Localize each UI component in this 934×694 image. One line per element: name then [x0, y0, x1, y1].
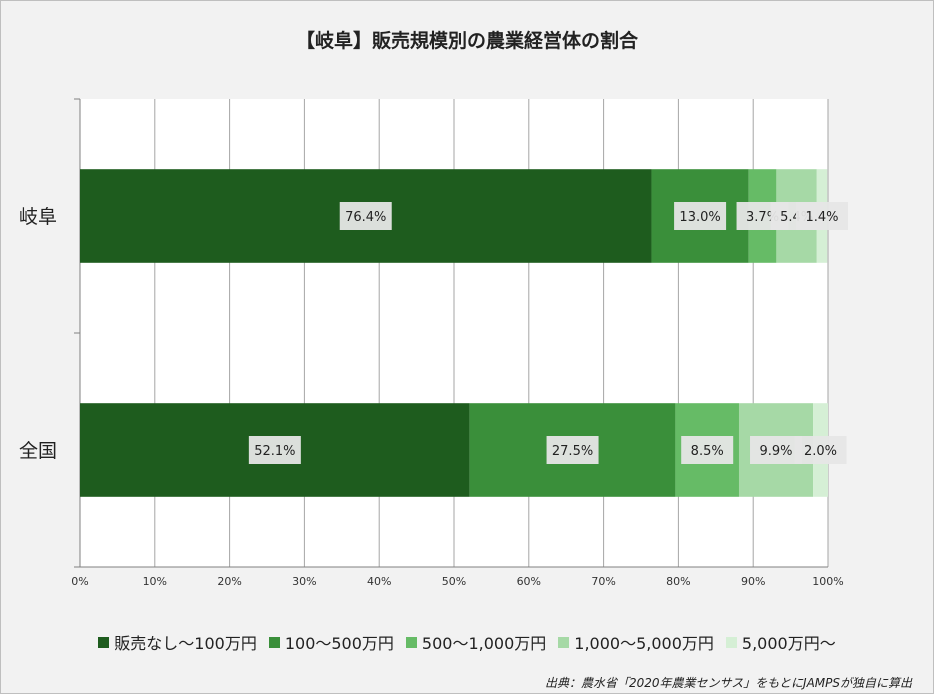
- x-tick-label: 30%: [292, 575, 316, 588]
- data-label-box: [248, 436, 301, 464]
- category-label: 岐阜: [19, 206, 57, 228]
- legend-item: 5,000万円～: [725, 630, 836, 654]
- data-label: 27.5%: [552, 444, 593, 459]
- x-tick-label: 20%: [217, 575, 241, 588]
- x-tick-label: 40%: [367, 575, 391, 588]
- legend-label: 販売なし～100万円: [114, 634, 257, 653]
- data-label: 52.1%: [254, 444, 295, 459]
- legend-swatch: [725, 636, 737, 648]
- data-label-box: [796, 202, 849, 230]
- x-tick-label: 80%: [666, 575, 690, 588]
- data-label: 1.4%: [806, 210, 839, 225]
- x-tick-label: 90%: [741, 575, 765, 588]
- category-label: 全国: [19, 440, 57, 462]
- x-tick-label: 50%: [442, 575, 466, 588]
- data-label: 2.0%: [804, 444, 837, 459]
- data-label: 8.5%: [691, 444, 724, 459]
- legend-label: 5,000万円～: [741, 634, 836, 653]
- x-tick-label: 70%: [591, 575, 615, 588]
- data-label: 9.9%: [759, 444, 792, 459]
- x-tick-label: 100%: [812, 575, 843, 588]
- data-label-box: [681, 436, 734, 464]
- x-tick-label: 60%: [517, 575, 541, 588]
- legend-swatch: [268, 636, 280, 648]
- source-note: 出典：農水省「2020年農業センサス」をもとにJAMPSが独自に算出: [544, 676, 912, 690]
- legend-label: 500～1,000万円: [421, 634, 547, 653]
- legend-item: 1,000～5,000万円: [558, 630, 714, 654]
- data-label: 13.0%: [679, 210, 720, 225]
- data-label-box: [546, 436, 599, 464]
- legend-item: 500～1,000万円: [405, 630, 547, 654]
- chart-title: 【岐阜】販売規模別の農業経営体の割合: [295, 30, 638, 52]
- legend-swatch: [405, 636, 417, 648]
- data-label-box: [750, 436, 803, 464]
- x-tick-label: 10%: [143, 575, 167, 588]
- legend-swatch: [98, 636, 110, 648]
- data-label-box: [674, 202, 727, 230]
- legend-swatch: [558, 636, 570, 648]
- legend-label: 100～500万円: [284, 634, 394, 653]
- data-label: 76.4%: [345, 210, 386, 225]
- chart-legend: 販売なし～100万円 100～500万円 500～1,000万円 1,000～5,00…: [0, 630, 934, 654]
- data-label-box: [794, 436, 847, 464]
- legend-label: 1,000～5,000万円: [574, 634, 714, 653]
- legend-item: 100～500万円: [268, 630, 394, 654]
- legend-item: 販売なし～100万円: [98, 630, 257, 654]
- x-tick-label: 0%: [71, 575, 88, 588]
- data-label-box: [339, 202, 392, 230]
